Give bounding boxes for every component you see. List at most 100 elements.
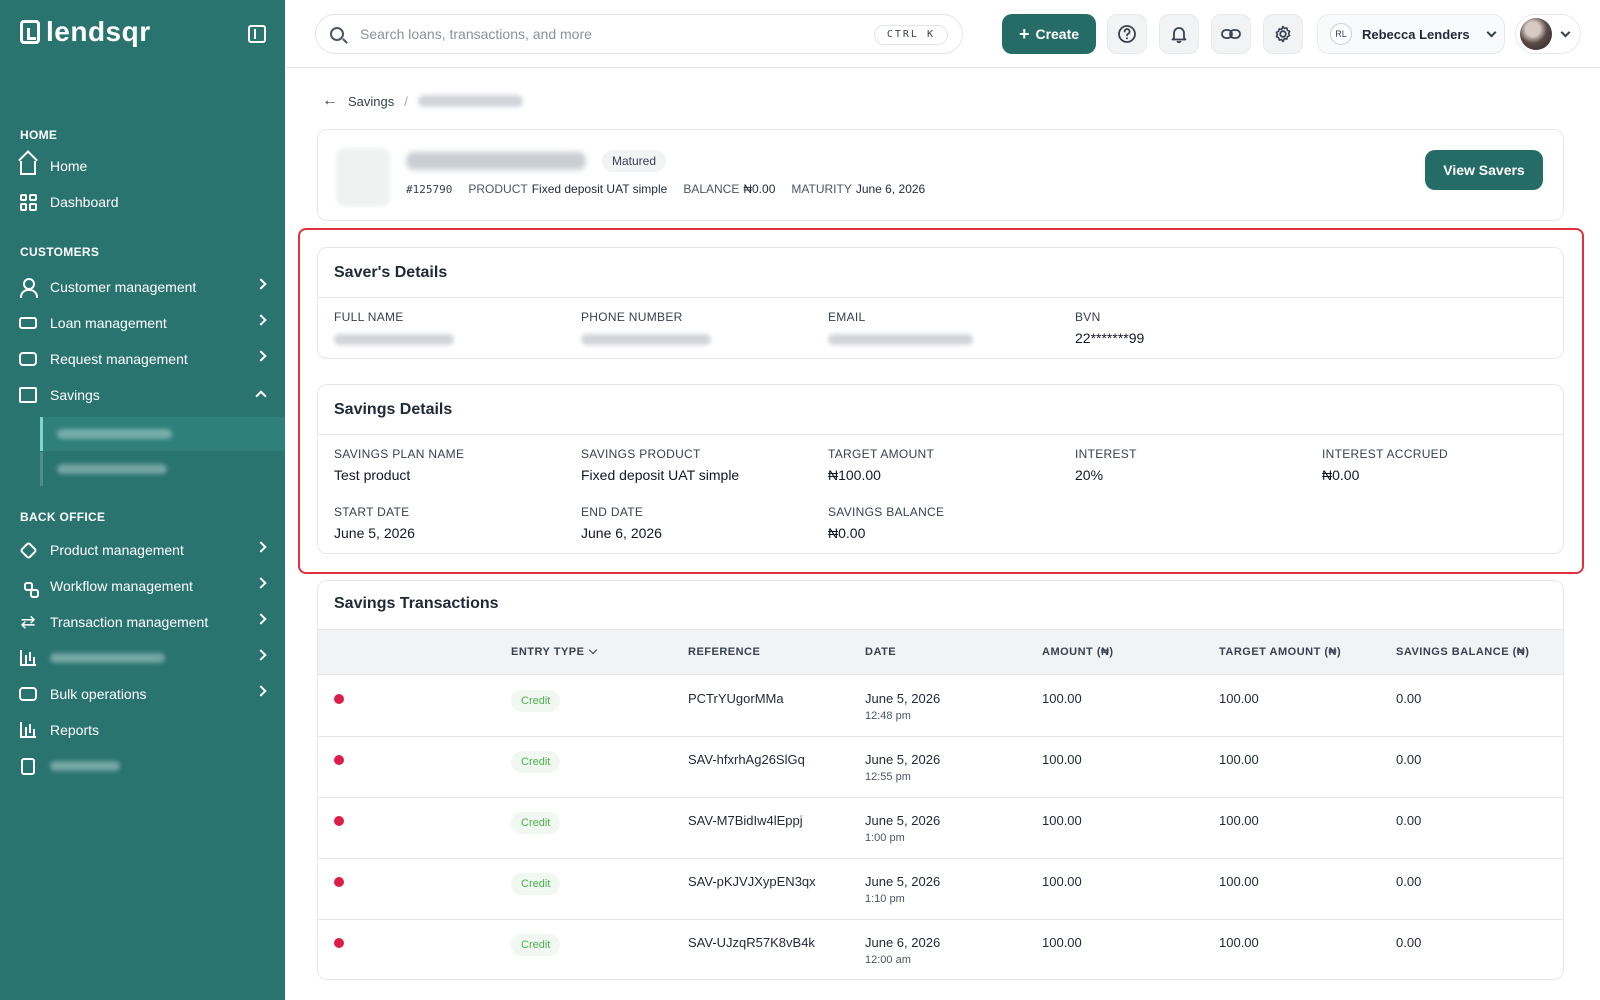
column-date: DATE <box>865 646 897 658</box>
sidebar-item-label: Workflow management <box>50 578 193 594</box>
link-button[interactable] <box>1211 14 1251 54</box>
sidebar-item-label: Request management <box>50 351 188 367</box>
field-interest: INTEREST 20% <box>1075 447 1137 483</box>
cell-reference: SAV-M7BidIw4lEppj <box>688 813 803 828</box>
meta-maturity: MATURITY June 6, 2026 <box>791 182 926 196</box>
chevron-down-icon <box>1486 27 1497 37</box>
section-title: Savings Details <box>318 385 1563 435</box>
entry-type-badge: Credit <box>511 812 561 834</box>
section-title: Savings Transactions <box>334 595 499 612</box>
search-icon <box>330 27 344 41</box>
column-amount: AMOUNT (₦) <box>1042 646 1114 658</box>
sidebar-item-bulk-operations[interactable]: Bulk operations <box>0 677 285 711</box>
cell-target-amount: 100.00 <box>1219 874 1259 889</box>
sidebar-subitem-savings-accounts[interactable] <box>40 417 285 451</box>
field-interest-accrued: INTEREST ACCRUED ₦0.00 <box>1322 447 1448 483</box>
sidebar-item-request-management[interactable]: Request management <box>0 342 285 376</box>
entry-type-badge: Credit <box>511 751 561 773</box>
savings-header-card: Matured #125790 PRODUCT Fixed deposit UAT… <box>317 129 1564 221</box>
cell-reference: SAV-pKJVJXypEN3qx <box>688 874 816 889</box>
field-phone-number: PHONE NUMBER <box>581 310 711 345</box>
sidebar-item-redacted[interactable] <box>0 641 285 675</box>
global-search[interactable]: CTRL K <box>315 14 963 54</box>
brand-logo[interactable]: lendsqr <box>20 16 151 48</box>
section-customers: CUSTOMERS <box>20 245 100 259</box>
sidebar-item-audit[interactable] <box>0 749 285 783</box>
column-entry-type[interactable]: ENTRY TYPE <box>511 645 598 658</box>
column-target-amount: TARGET AMOUNT (₦) <box>1219 646 1342 658</box>
user-name: Rebecca Lenders <box>1362 26 1470 42</box>
table-row[interactable]: Credit PCTrYUgorMMa June 5, 2026 12:48 pm… <box>318 676 1563 737</box>
cell-target-amount: 100.00 <box>1219 935 1259 950</box>
profile-menu[interactable] <box>1515 14 1581 54</box>
bell-icon <box>1171 27 1187 44</box>
status-dot <box>334 816 344 826</box>
savers-details-card: Saver's Details FULL NAME PHONE NUMBER E… <box>317 247 1564 359</box>
sidebar-item-label: Product management <box>50 542 184 558</box>
table-row[interactable]: Credit SAV-M7BidIw4lEppj June 5, 2026 1:0… <box>318 798 1563 859</box>
cell-savings-balance: 0.00 <box>1396 874 1422 889</box>
chevron-up-icon <box>255 390 267 402</box>
sidebar-item-product-management[interactable]: Product management <box>0 533 285 567</box>
back-arrow-icon[interactable]: ← <box>322 92 338 109</box>
sidebar-item-loan-management[interactable]: Loan management <box>0 306 285 340</box>
entry-type-badge: Credit <box>511 690 561 712</box>
cell-amount: 100.00 <box>1042 752 1082 767</box>
cell-amount: 100.00 <box>1042 813 1082 828</box>
cell-reference: SAV-UJzqR57K8vB4k <box>688 935 815 950</box>
status-dot <box>334 755 344 765</box>
sidebar-item-customer-management[interactable]: Customer management <box>0 270 285 304</box>
redacted-label <box>57 464 167 474</box>
cell-target-amount: 100.00 <box>1219 691 1259 706</box>
sidebar-item-label: Bulk operations <box>50 686 147 702</box>
sidebar-item-dashboard[interactable]: Dashboard <box>0 185 285 219</box>
status-dot <box>334 694 344 704</box>
breadcrumb-parent[interactable]: Savings <box>348 93 395 109</box>
cell-date: June 6, 2026 12:00 am <box>865 935 941 966</box>
chart-bars-icon <box>18 720 38 740</box>
cell-savings-balance: 0.00 <box>1396 691 1422 706</box>
gear-icon <box>1275 25 1291 43</box>
sidebar-item-reports[interactable]: Reports <box>0 713 285 747</box>
search-input[interactable] <box>360 26 860 42</box>
redacted-value <box>581 334 711 345</box>
column-savings-balance: SAVINGS BALANCE (₦) <box>1396 646 1530 658</box>
chevron-right-icon <box>255 314 267 326</box>
field-email: EMAIL <box>828 310 973 345</box>
sidebar-collapse-icon[interactable] <box>248 25 266 43</box>
sidebar: lendsqr HOME Home Dashboard CUSTOMERS Cu… <box>0 0 285 1000</box>
table-row[interactable]: Credit SAV-hfxrhAg26SlGq June 5, 2026 12:… <box>318 737 1563 798</box>
user-initials: RL <box>1330 23 1352 45</box>
cash-icon <box>18 313 38 333</box>
workflow-icon <box>18 576 38 596</box>
field-savings-balance: SAVINGS BALANCE ₦0.00 <box>828 505 945 541</box>
column-reference: REFERENCE <box>688 646 761 658</box>
sidebar-item-transaction-management[interactable]: ⇄ Transaction management <box>0 605 285 639</box>
chart-bars-icon <box>18 648 38 668</box>
field-full-name: FULL NAME <box>334 310 454 345</box>
cell-date: June 5, 2026 12:48 pm <box>865 691 941 722</box>
sidebar-subitem-savings-products[interactable] <box>40 452 285 486</box>
sidebar-item-label: Home <box>50 158 88 174</box>
sidebar-item-savings[interactable]: Savings <box>0 378 285 412</box>
create-button[interactable]: + Create <box>1002 14 1096 54</box>
logo-mark-icon <box>20 20 40 44</box>
table-row[interactable]: Credit SAV-pKJVJXypEN3qx June 5, 2026 1:1… <box>318 859 1563 920</box>
notifications-button[interactable] <box>1159 14 1199 54</box>
cell-savings-balance: 0.00 <box>1396 935 1422 950</box>
chevron-down-icon <box>1560 27 1571 37</box>
sidebar-item-workflow-management[interactable]: Workflow management <box>0 569 285 603</box>
sidebar-item-home[interactable]: Home <box>0 149 285 183</box>
table-row[interactable]: Credit SAV-UJzqR57K8vB4k June 6, 2026 12:… <box>318 920 1563 981</box>
redacted-label <box>50 653 165 663</box>
view-savers-button[interactable]: View Savers <box>1425 150 1543 190</box>
settings-button[interactable] <box>1263 14 1303 54</box>
redacted-label <box>50 761 120 771</box>
help-button[interactable] <box>1107 14 1147 54</box>
user-menu[interactable]: RL Rebecca Lenders <box>1317 14 1505 54</box>
link-icon <box>1221 29 1241 39</box>
inbox-icon <box>18 684 38 704</box>
section-home: HOME <box>20 128 58 142</box>
savings-building-icon <box>18 385 38 405</box>
cell-reference: PCTrYUgorMMa <box>688 691 784 706</box>
